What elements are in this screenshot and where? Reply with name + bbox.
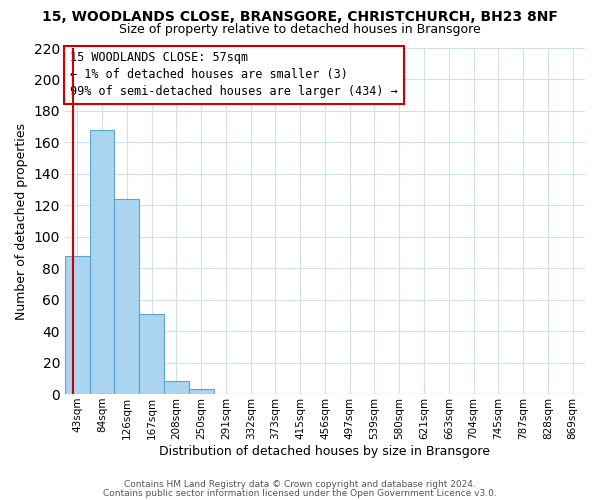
Text: 15, WOODLANDS CLOSE, BRANSGORE, CHRISTCHURCH, BH23 8NF: 15, WOODLANDS CLOSE, BRANSGORE, CHRISTCH… xyxy=(42,10,558,24)
Bar xyxy=(115,199,139,394)
Bar xyxy=(89,130,115,394)
Text: Contains HM Land Registry data © Crown copyright and database right 2024.: Contains HM Land Registry data © Crown c… xyxy=(124,480,476,489)
Bar xyxy=(164,382,189,394)
Y-axis label: Number of detached properties: Number of detached properties xyxy=(15,122,28,320)
Text: 15 WOODLANDS CLOSE: 57sqm
← 1% of detached houses are smaller (3)
99% of semi-de: 15 WOODLANDS CLOSE: 57sqm ← 1% of detach… xyxy=(70,52,398,98)
Bar xyxy=(65,256,89,394)
X-axis label: Distribution of detached houses by size in Bransgore: Distribution of detached houses by size … xyxy=(160,444,490,458)
Bar xyxy=(189,390,214,394)
Text: Size of property relative to detached houses in Bransgore: Size of property relative to detached ho… xyxy=(119,22,481,36)
Bar xyxy=(139,314,164,394)
Text: Contains public sector information licensed under the Open Government Licence v3: Contains public sector information licen… xyxy=(103,488,497,498)
